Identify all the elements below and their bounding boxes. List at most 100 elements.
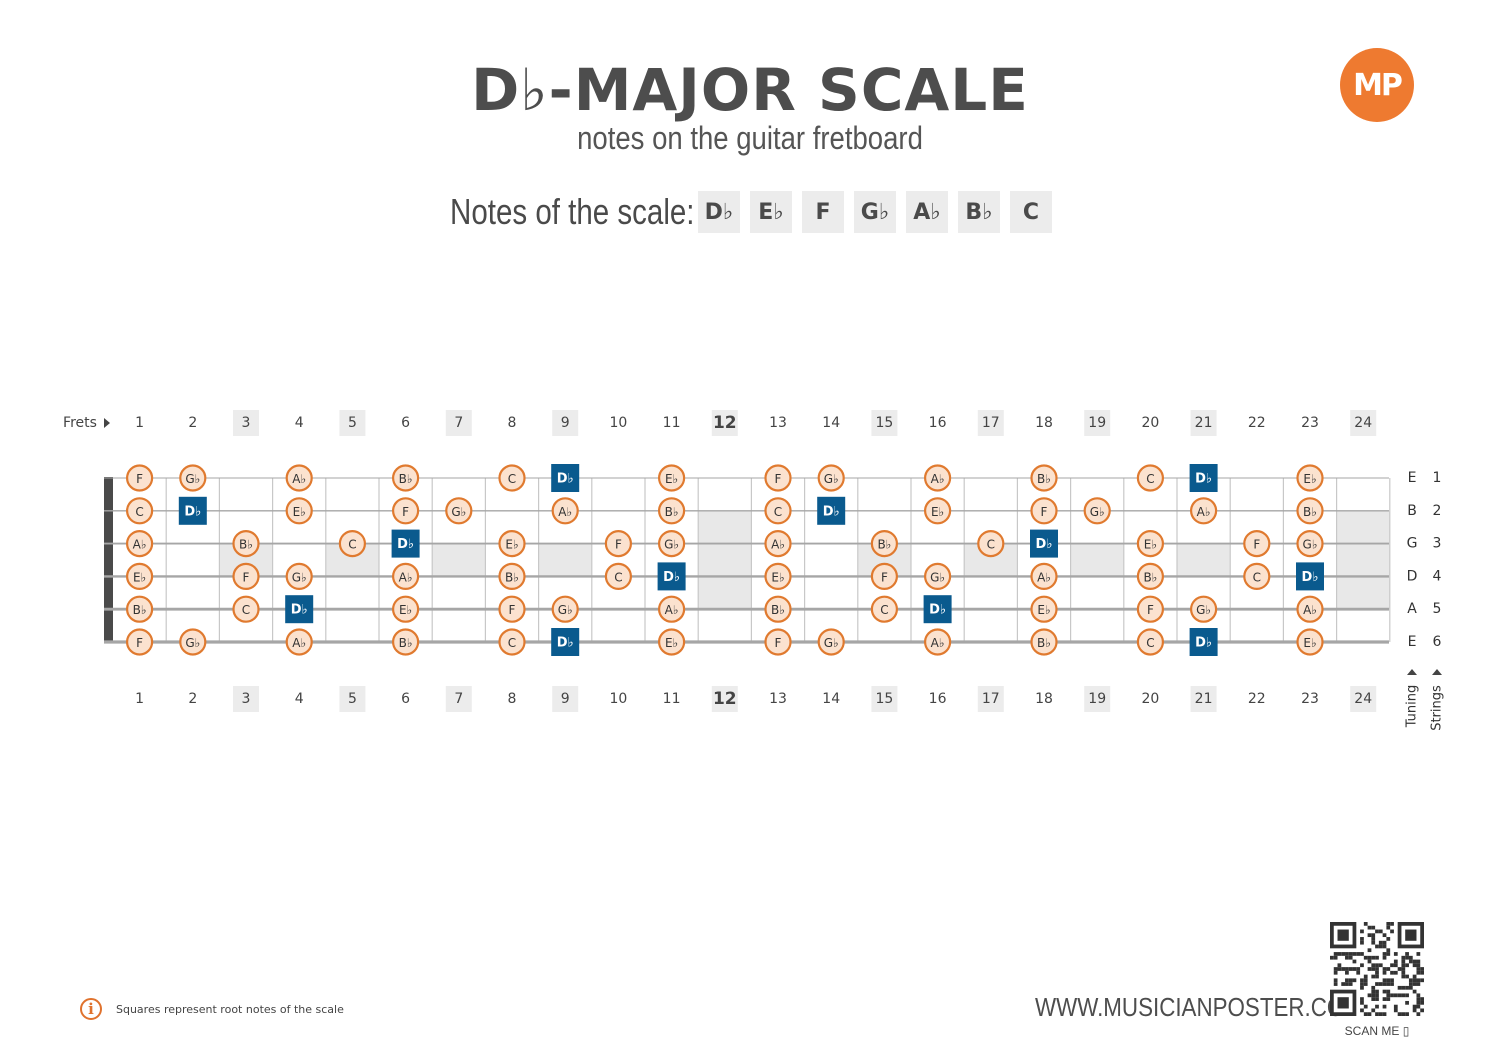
- note-label: A♭: [1303, 603, 1317, 617]
- note-label: E♭: [1037, 603, 1050, 617]
- note-marker: [1296, 464, 1324, 492]
- note-label: B♭: [1037, 636, 1051, 650]
- fret-number-top: 18: [1035, 415, 1053, 431]
- fret-number-top: 17: [982, 415, 1000, 431]
- fret-number-top: 21: [1195, 415, 1213, 431]
- string-tuning: A: [1407, 601, 1417, 617]
- note-label: B♭: [1037, 472, 1051, 486]
- note-label: G♭: [558, 603, 573, 617]
- note-marker: [285, 628, 313, 656]
- note-label: G♭: [185, 472, 200, 486]
- note-label: B♭: [771, 603, 785, 617]
- footer-info: i Squares represent root notes of the sc…: [80, 998, 344, 1020]
- note-marker: [285, 464, 313, 492]
- note-label: E♭: [505, 538, 518, 552]
- note-marker: [1296, 628, 1324, 656]
- root-note-label: D♭: [929, 603, 946, 618]
- note-marker: [498, 595, 526, 623]
- qr-code-icon[interactable]: [1330, 922, 1424, 1016]
- fret-inlay: [538, 543, 592, 577]
- fret-number-highlight: [871, 686, 898, 712]
- fret-number-top: 8: [508, 415, 517, 431]
- note-label: F: [402, 505, 409, 519]
- string-tuning: D: [1407, 568, 1418, 584]
- note-label: C: [135, 505, 143, 519]
- note-label: F: [775, 636, 782, 650]
- note-marker: [1083, 497, 1111, 525]
- note-marker: [764, 529, 792, 558]
- note-marker: [551, 595, 579, 623]
- root-note-marker: [1030, 529, 1058, 558]
- note-marker: [764, 595, 792, 623]
- root-note-marker: [551, 628, 580, 656]
- note-label: C: [348, 538, 356, 552]
- root-note-label: D♭: [1195, 636, 1212, 651]
- tuning-label: Tuning: [1405, 685, 1420, 729]
- note-marker: [1136, 562, 1165, 591]
- note-label: A♭: [771, 538, 785, 552]
- scan-me-text: SCAN ME: [1344, 1024, 1400, 1038]
- fret-number-bottom: 10: [609, 691, 627, 707]
- note-marker: [657, 595, 686, 623]
- note-label: G♭: [824, 636, 839, 650]
- note-marker: [657, 529, 686, 558]
- fret-number-highlight: [445, 410, 472, 436]
- tuning-arrow-icon: [1407, 669, 1417, 675]
- note-marker: [764, 562, 792, 591]
- fret-number-highlight: [233, 410, 259, 436]
- note-label: E♭: [1303, 636, 1316, 650]
- fret-number-highlight: [552, 686, 579, 712]
- note-marker: [1189, 497, 1218, 525]
- note-marker: [870, 595, 899, 623]
- note-label: C: [508, 472, 516, 486]
- root-note-marker: [391, 529, 420, 558]
- fret-number-top: 4: [295, 415, 304, 431]
- root-note-legend: Squares represent root notes of the scal…: [116, 1002, 344, 1016]
- note-label: B♭: [399, 636, 413, 650]
- note-label: F: [775, 472, 782, 486]
- note-marker: [498, 529, 526, 558]
- fret-number-bottom: 1: [135, 691, 144, 707]
- fret-number-top: 1: [135, 415, 144, 431]
- phone-icon: ▯: [1402, 1024, 1410, 1038]
- note-label: G♭: [451, 505, 466, 519]
- note-marker: [551, 497, 579, 525]
- note-marker: [126, 595, 154, 623]
- fret-number-highlight: [1190, 410, 1217, 436]
- note-marker: [126, 529, 154, 558]
- strings-label: Strings: [1430, 685, 1445, 731]
- note-marker: [657, 628, 686, 656]
- root-note-label: D♭: [557, 472, 574, 487]
- root-note-marker: [1189, 628, 1218, 656]
- string-tuning: E: [1408, 470, 1417, 486]
- string-tuning: E: [1408, 634, 1417, 650]
- fret-number-bottom: 8: [508, 691, 517, 707]
- note-marker: [923, 628, 952, 656]
- website-link[interactable]: WWW.MUSICIANPOSTER.COM: [1035, 992, 1363, 1022]
- scale-note: F: [802, 191, 844, 233]
- fret-inlay: [432, 543, 486, 577]
- fret-number-top: 3: [242, 415, 251, 431]
- note-label: A♭: [292, 636, 306, 650]
- note-marker: [498, 562, 526, 591]
- note-marker: [1030, 497, 1058, 525]
- root-note-label: D♭: [291, 603, 308, 618]
- root-note-marker: [817, 496, 846, 525]
- note-marker: [126, 562, 154, 591]
- root-note-label: D♭: [823, 504, 840, 519]
- note-marker: [232, 595, 260, 623]
- fret-number-highlight: [711, 686, 738, 712]
- root-note-marker: [1296, 562, 1324, 591]
- brand-logo[interactable]: MP: [1340, 48, 1414, 122]
- fret-number-highlight: [977, 410, 1004, 436]
- note-marker: [1030, 464, 1058, 492]
- fret-inlay: [1177, 543, 1231, 577]
- fret-number-highlight: [711, 410, 738, 436]
- fret-number-top: 6: [401, 415, 410, 431]
- fret-number-highlight: [339, 686, 366, 712]
- note-label: C: [774, 505, 782, 519]
- fret-number-top: 11: [663, 415, 681, 431]
- fret-number-bottom: 9: [561, 691, 570, 707]
- note-label: G♭: [185, 636, 200, 650]
- page-title: D♭-MAJOR SCALE: [471, 56, 1029, 124]
